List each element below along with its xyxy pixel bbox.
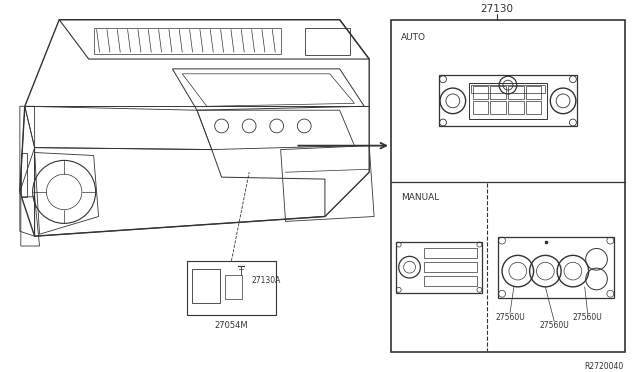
Bar (490, 101, 506, 114)
Text: MANUAL: MANUAL (401, 193, 439, 202)
Bar (439, 75, 577, 126)
Bar (498, 237, 614, 298)
Bar (472, 101, 488, 114)
Text: 27560U: 27560U (573, 314, 602, 323)
Bar (424, 262, 477, 272)
Bar (225, 275, 243, 299)
Text: 27560U: 27560U (495, 314, 525, 323)
Bar (424, 248, 477, 258)
Bar (192, 269, 220, 303)
Text: 27054M: 27054M (214, 321, 248, 330)
Bar (424, 276, 477, 286)
Text: 27560U: 27560U (540, 321, 569, 330)
Bar (525, 86, 541, 99)
Bar (490, 86, 506, 99)
Text: AUTO: AUTO (401, 33, 426, 42)
Text: 27130A: 27130A (251, 276, 280, 285)
Bar (508, 101, 524, 114)
Bar (508, 86, 524, 99)
Text: 27130: 27130 (481, 4, 514, 14)
Bar (472, 86, 488, 99)
Bar (525, 101, 541, 114)
Bar (391, 20, 625, 352)
Bar (468, 83, 547, 119)
Bar (396, 241, 483, 293)
Bar (187, 261, 276, 315)
Text: R2720040: R2720040 (584, 362, 623, 371)
Bar (470, 85, 545, 93)
Bar (305, 28, 349, 55)
